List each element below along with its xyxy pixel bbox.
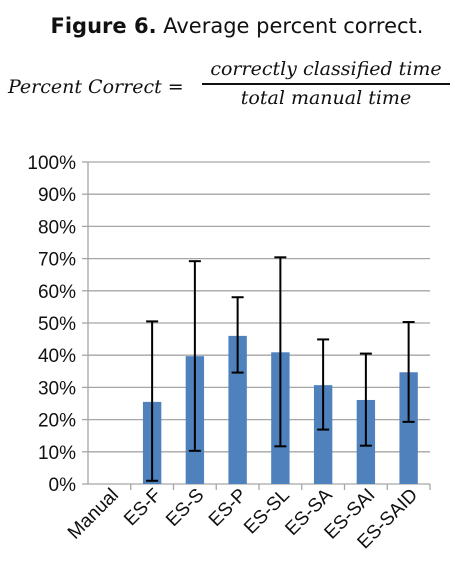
percent-correct-formula: Percent Correct = correctly classified t…	[0, 58, 474, 120]
bars	[100, 335, 418, 485]
y-tick-label: 90%	[38, 185, 76, 206]
y-tick-label: 30%	[38, 378, 76, 399]
figure-title: Figure 6. Average percent correct.	[0, 14, 474, 38]
formula-lhs: Percent Correct =	[8, 76, 184, 98]
y-tick-label: 20%	[38, 411, 76, 432]
formula-equals: =	[167, 76, 184, 98]
y-tick-label: 70%	[38, 250, 76, 271]
gridlines	[82, 161, 431, 490]
error-bars	[146, 256, 415, 482]
y-tick-label: 100%	[27, 153, 76, 174]
y-tick-label: 50%	[38, 314, 76, 335]
y-tick-label: 0%	[49, 475, 77, 496]
formula-denominator: total manual time	[240, 86, 412, 109]
bar	[313, 385, 333, 484]
y-tick-label: 40%	[38, 346, 76, 367]
y-tick-label: 80%	[38, 217, 76, 238]
figure-caption: Average percent correct.	[163, 14, 424, 38]
bar	[399, 372, 418, 484]
x-tick-label: ES-S	[162, 485, 208, 531]
y-axis-ticks: 0% 10% 20% 30% 40% 50% 60% 70% 80% 90% 100%	[27, 153, 76, 496]
formula-fraction: correctly classified time total manual t…	[198, 58, 454, 109]
formula-numerator: correctly classified time	[210, 58, 442, 80]
figure-label: Figure 6.	[50, 14, 157, 38]
formula-lhs-text: Percent Correct	[8, 76, 162, 98]
bar-chart: 0% 10% 20% 30% 40% 50% 60% 70% 80% 90% 100% Manual…	[27, 153, 431, 553]
fraction-bar	[202, 83, 450, 85]
y-tick-label: 60%	[38, 282, 76, 303]
y-tick-label: 10%	[38, 443, 76, 464]
x-tick-label: ES-F	[120, 485, 165, 530]
x-axis-ticks: ManualES-FES-SES-PES-SLES-SAES-SAIES-SAI…	[64, 484, 422, 553]
